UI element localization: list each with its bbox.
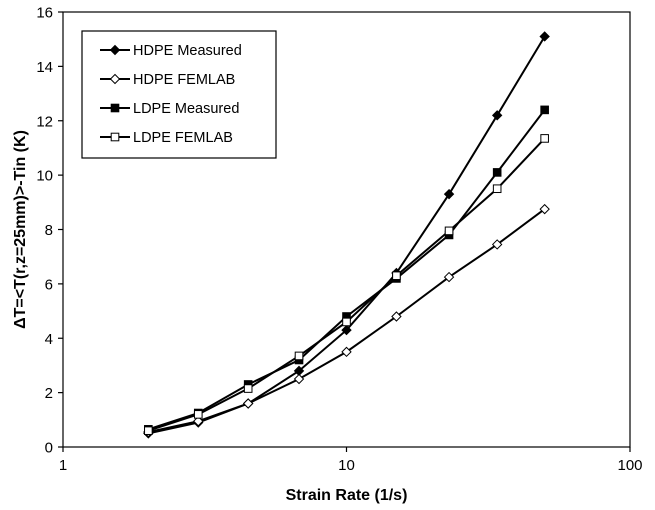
data-point [341,324,352,336]
y-tick-label: 0 [45,440,53,457]
legend-item: HDPE FEMLAB [100,72,235,88]
legend-marker [109,44,121,56]
data-point [492,184,502,194]
legend-item: HDPE Measured [100,43,242,59]
y-tick-label: 16 [36,5,53,22]
data-point [443,271,455,283]
data-point [144,426,153,435]
legend-item: LDPE Measured [100,101,239,117]
data-point [294,351,304,361]
data-point [342,317,351,327]
data-point [392,271,401,281]
data-point [540,105,549,115]
legend-label: HDPE FEMLAB [133,72,235,88]
data-point [491,239,503,250]
data-point [193,410,203,419]
legend-item: LDPE FEMLAB [100,130,233,146]
series-line [148,137,546,432]
legend: HDPE Measured HDPE FEMLAB LDPE Measured LDP… [81,30,277,159]
data-point [539,31,550,42]
y-tick-label: 2 [45,385,53,402]
data-point [539,203,550,215]
legend-label: LDPE FEMLAB [133,130,233,146]
data-point [193,415,204,427]
data-point [391,311,402,322]
legend-marker [110,103,120,113]
x-tick-label: 10 [338,457,355,474]
series-layer [143,31,550,439]
y-tick-label: 12 [36,113,53,130]
data-point [492,168,502,177]
y-tick-label: 10 [36,168,53,185]
series-4 [144,134,549,435]
x-tick-label: 1 [59,457,67,474]
data-point [491,110,503,121]
y-tick-label: 14 [36,59,53,76]
legend-label: HDPE Measured [133,43,242,59]
data-point [243,384,253,393]
legend-marker [109,73,121,85]
data-point [444,226,454,236]
x-axis-label: Strain Rate (1/s) [286,487,408,504]
data-point [293,373,305,385]
data-point [341,346,352,358]
data-point [443,188,455,200]
y-tick-label: 4 [45,331,53,348]
legend-label: LDPE Measured [133,101,239,117]
y-axis-label: ΔT=<T(r,z=25mm)>-Tin (K) [12,130,29,329]
y-tick-label: 8 [45,222,53,239]
axis-ticks: 0 2 4 6 8 10 12 14 16 1 10 100 [36,5,642,475]
y-tick-label: 6 [45,276,53,293]
legend-marker [110,132,120,142]
x-tick-label: 100 [617,457,642,474]
data-point [540,134,549,143]
series-2 [143,203,550,438]
data-point [242,398,254,409]
